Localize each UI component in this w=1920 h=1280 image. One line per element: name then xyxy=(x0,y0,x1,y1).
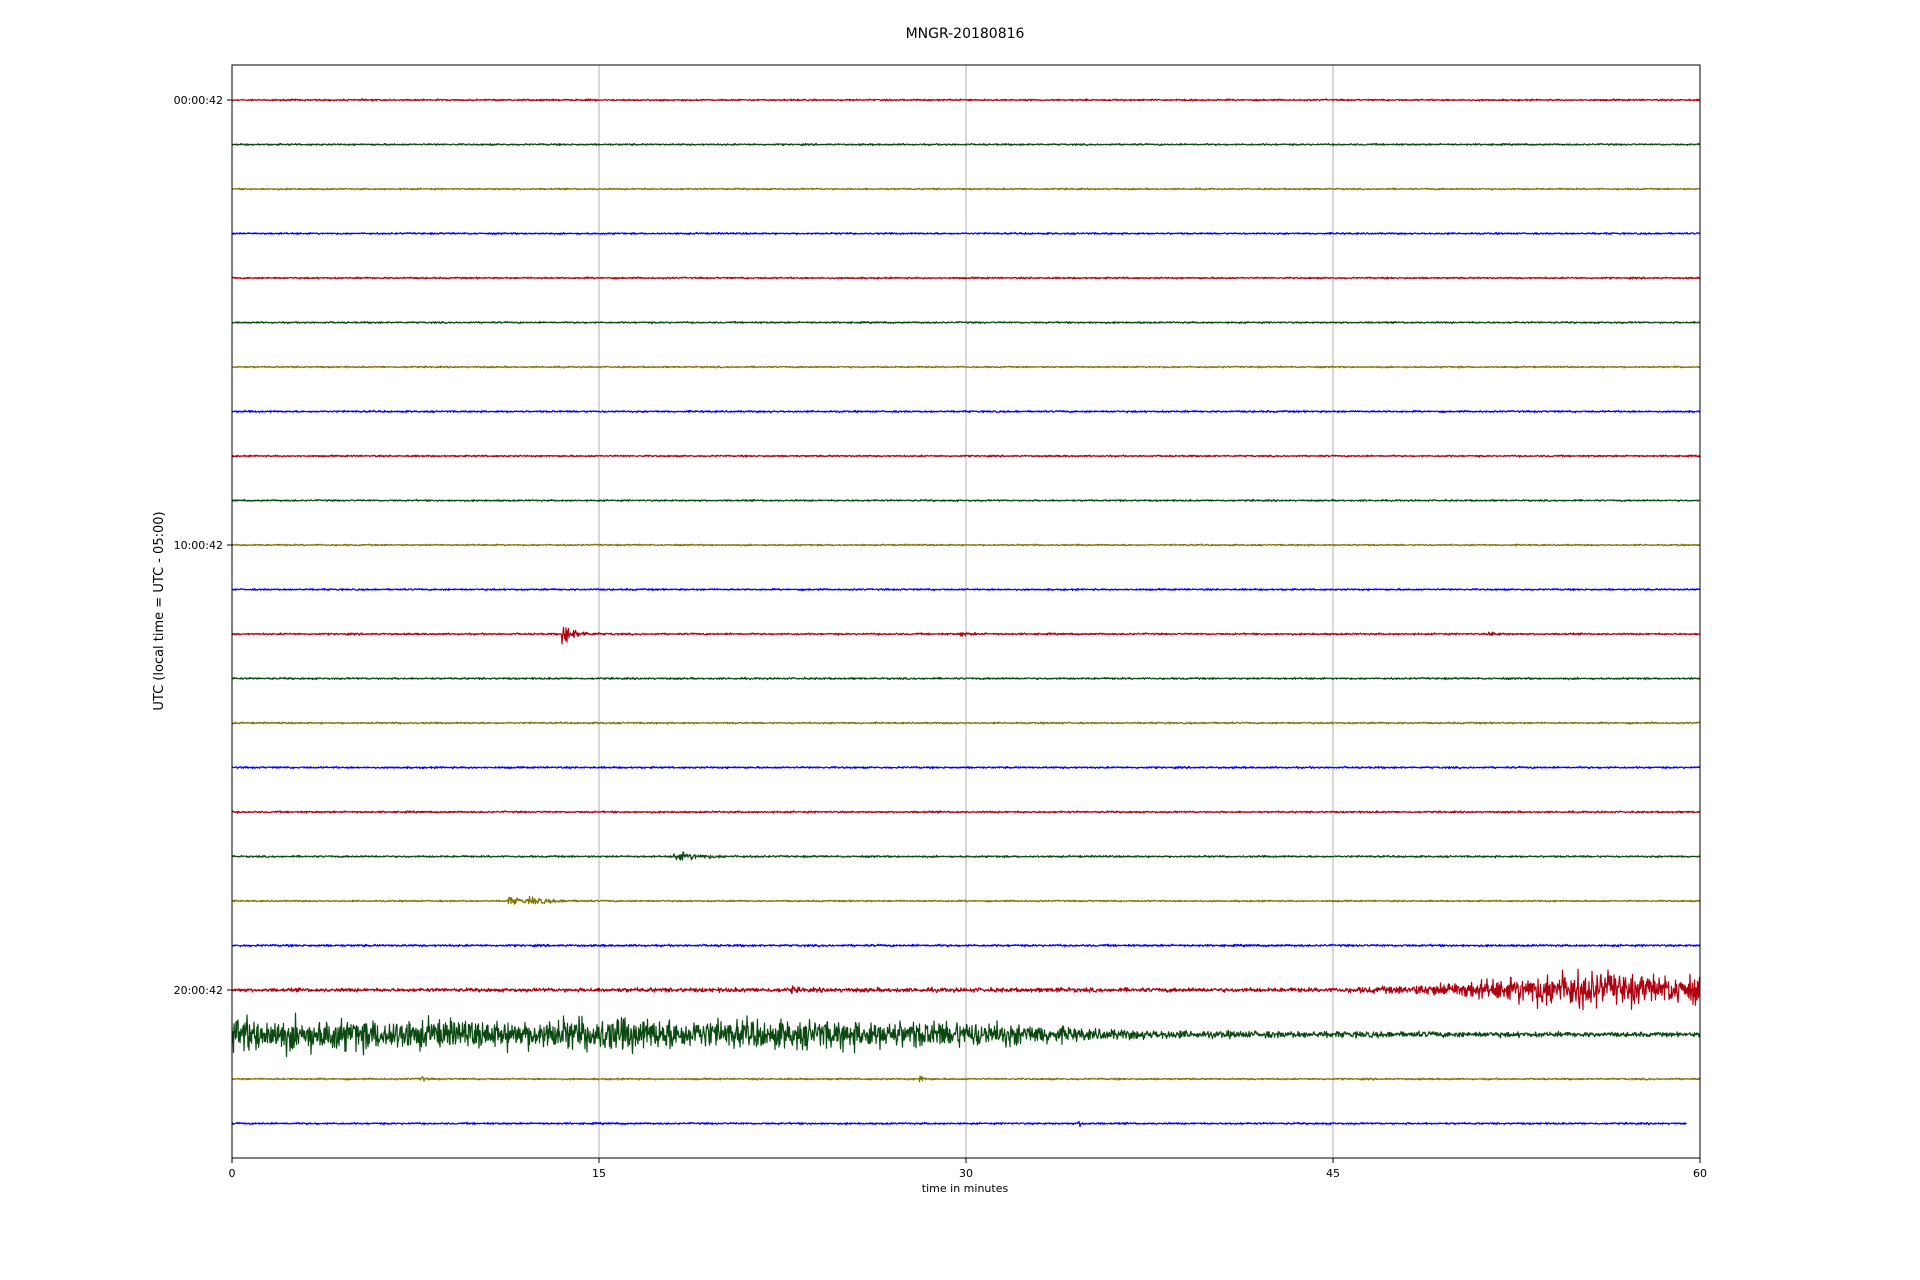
x-tick-label: 15 xyxy=(592,1167,606,1180)
trace-row-3 xyxy=(231,231,1701,236)
trace-row-18 xyxy=(231,895,1701,905)
y-tick-label: 20:00:42 xyxy=(174,984,223,997)
trace-row-12 xyxy=(231,626,1701,645)
trace-row-22 xyxy=(231,1075,1701,1083)
trace-row-4 xyxy=(231,276,1701,280)
trace-row-0 xyxy=(231,98,1701,102)
trace-row-6 xyxy=(231,365,1701,369)
trace-row-9 xyxy=(231,498,1701,503)
grid-lines xyxy=(598,65,1334,1158)
y-axis: 00:00:42 10:00:42 20:00:42 xyxy=(174,94,232,997)
trace-row-23 xyxy=(231,1120,1687,1128)
x-tick-label: 30 xyxy=(959,1167,973,1180)
chart-title: MNGR-20180816 xyxy=(906,26,1025,42)
trace-row-7 xyxy=(231,409,1701,414)
y-tick-label: 10:00:42 xyxy=(174,539,223,552)
trace-row-8 xyxy=(231,454,1701,458)
x-tick-label: 0 xyxy=(229,1167,236,1180)
trace-row-2 xyxy=(231,187,1701,191)
trace-row-11 xyxy=(231,587,1701,592)
trace-row-17 xyxy=(231,851,1701,861)
trace-series xyxy=(231,98,1701,1128)
trace-row-16 xyxy=(231,810,1701,814)
trace-row-10 xyxy=(231,543,1701,547)
y-axis-label: UTC (local time = UTC - 05:00) xyxy=(152,511,167,710)
trace-row-13 xyxy=(231,676,1701,681)
x-axis: 0 15 30 45 60 xyxy=(229,1158,1707,1180)
trace-row-20 xyxy=(231,968,1701,1011)
trace-row-1 xyxy=(231,142,1701,147)
trace-row-5 xyxy=(231,320,1701,325)
trace-row-14 xyxy=(231,721,1701,725)
trace-row-19 xyxy=(231,943,1701,948)
x-axis-label: time in minutes xyxy=(922,1182,1009,1195)
x-tick-label: 60 xyxy=(1693,1167,1707,1180)
x-tick-label: 45 xyxy=(1326,1167,1340,1180)
y-tick-label: 00:00:42 xyxy=(174,94,223,107)
trace-row-21 xyxy=(231,1012,1701,1058)
trace-row-15 xyxy=(231,765,1701,770)
